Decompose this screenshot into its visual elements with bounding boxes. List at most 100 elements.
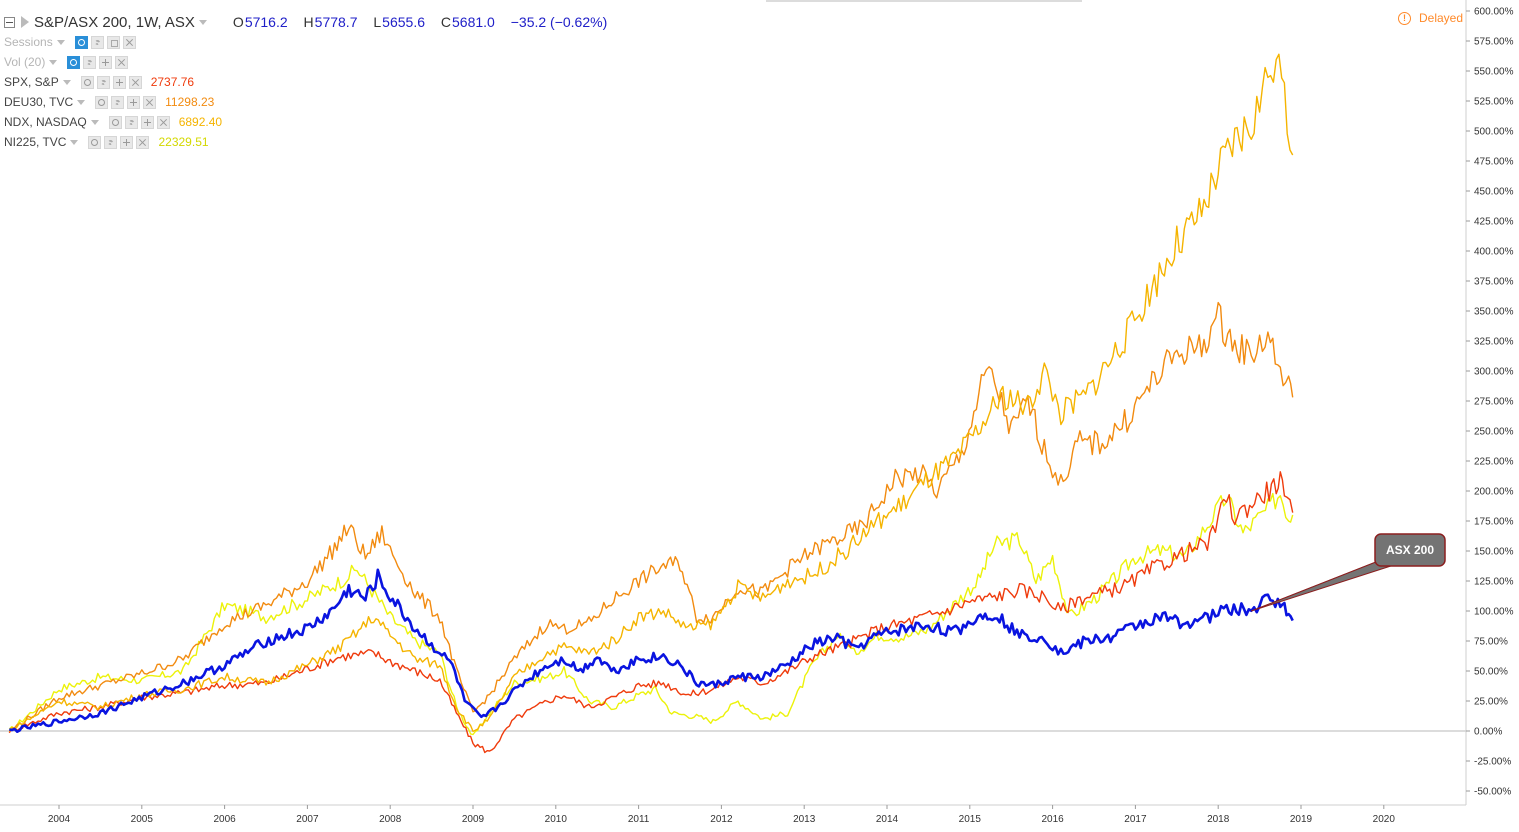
compare-row-ndx: NDX, NASDAQ 6892.40 bbox=[4, 112, 613, 132]
y-tick-label: 350.00% bbox=[1474, 307, 1514, 318]
eye-icon[interactable] bbox=[67, 55, 81, 69]
compare-row-spx: SPX, S&P 2737.76 bbox=[4, 72, 613, 92]
close-key: C bbox=[440, 14, 452, 30]
series-line-spx bbox=[8, 471, 1294, 754]
x-axis[interactable]: 2004 2005 2006 2007 2008 2009 2010 2011 2012 2013… bbox=[48, 805, 1395, 825]
open-key: O bbox=[232, 14, 244, 30]
callout-pointer bbox=[1251, 559, 1399, 612]
series-line-ndx bbox=[8, 53, 1294, 733]
gear-icon[interactable] bbox=[90, 35, 104, 49]
chevron-down-icon[interactable] bbox=[90, 119, 99, 125]
x-tick-label: 2010 bbox=[545, 814, 568, 825]
y-tick-label: 300.00% bbox=[1474, 367, 1514, 378]
x-tick-label: 2013 bbox=[793, 814, 816, 825]
gear-icon[interactable] bbox=[111, 95, 125, 109]
y-tick-label: 200.00% bbox=[1474, 487, 1514, 498]
y-tick-label: 400.00% bbox=[1474, 247, 1514, 258]
chevron-down-icon[interactable] bbox=[198, 19, 207, 25]
y-tick-label: 0.00% bbox=[1474, 727, 1502, 738]
add-icon[interactable] bbox=[120, 135, 134, 149]
study-label[interactable]: Vol (20) bbox=[4, 55, 46, 69]
x-tick-label: 2019 bbox=[1290, 814, 1313, 825]
add-icon[interactable] bbox=[112, 75, 126, 89]
y-tick-label: 150.00% bbox=[1474, 547, 1514, 558]
compare-value: 6892.40 bbox=[178, 115, 223, 129]
y-tick-label: 450.00% bbox=[1474, 187, 1514, 198]
y-tick-label: -25.00% bbox=[1474, 757, 1511, 768]
y-tick-label: 475.00% bbox=[1474, 157, 1514, 168]
x-tick-label: 2004 bbox=[48, 814, 71, 825]
source-code-icon[interactable] bbox=[106, 35, 120, 49]
compare-label[interactable]: NI225, TVC bbox=[4, 135, 67, 149]
y-tick-label: 75.00% bbox=[1474, 637, 1508, 648]
compare-value: 11298.23 bbox=[165, 95, 215, 109]
delayed-indicator[interactable]: ! Delayed bbox=[1398, 11, 1463, 25]
compare-label[interactable]: SPX, S&P bbox=[4, 75, 59, 89]
gear-icon[interactable] bbox=[104, 135, 118, 149]
compare-label[interactable]: DEU30, TVC bbox=[4, 95, 74, 109]
open-value: 5716.2 bbox=[244, 14, 288, 30]
y-tick-label: 575.00% bbox=[1474, 37, 1514, 48]
y-tick-label: 425.00% bbox=[1474, 217, 1514, 228]
add-icon[interactable] bbox=[140, 115, 154, 129]
callout-box[interactable] bbox=[1374, 533, 1446, 567]
study-row-volume: Vol (20) bbox=[4, 52, 613, 72]
y-tick-label: 375.00% bbox=[1474, 277, 1514, 288]
symbol-title[interactable]: S&P/ASX 200, 1W, ASX bbox=[34, 13, 195, 31]
x-tick-label: 2007 bbox=[296, 814, 319, 825]
y-tick-label: 100.00% bbox=[1474, 607, 1514, 618]
close-icon[interactable] bbox=[156, 115, 170, 129]
add-icon[interactable] bbox=[99, 55, 113, 69]
eye-icon[interactable] bbox=[108, 115, 122, 129]
flag-icon[interactable] bbox=[21, 16, 29, 28]
low-value: 5655.6 bbox=[382, 14, 425, 30]
series-line-ni bbox=[8, 492, 1294, 736]
add-icon[interactable] bbox=[127, 95, 141, 109]
study-label[interactable]: Sessions bbox=[4, 35, 53, 49]
y-tick-label: 175.00% bbox=[1474, 517, 1514, 528]
x-tick-label: 2017 bbox=[1124, 814, 1147, 825]
gear-icon[interactable] bbox=[83, 55, 97, 69]
close-value: 5681.0 bbox=[452, 14, 495, 30]
y-tick-label: 25.00% bbox=[1474, 697, 1508, 708]
compare-row-deu30: DEU30, TVC 11298.23 bbox=[4, 92, 613, 112]
compare-row-ni225: NI225, TVC 22329.51 bbox=[4, 132, 613, 152]
high-value: 5778.7 bbox=[314, 14, 358, 30]
close-icon[interactable] bbox=[115, 55, 129, 69]
low-key: L bbox=[373, 14, 382, 30]
eye-icon[interactable] bbox=[80, 75, 94, 89]
chevron-down-icon[interactable] bbox=[49, 59, 58, 65]
gear-icon[interactable] bbox=[96, 75, 110, 89]
y-axis[interactable]: 600.00% 575.00% 550.00% 525.00% 500.00% 475.0… bbox=[1466, 7, 1514, 798]
high-key: H bbox=[303, 14, 314, 30]
x-tick-label: 2006 bbox=[213, 814, 236, 825]
collapse-icon[interactable] bbox=[4, 16, 15, 28]
change-value: −35.2 (−0.62%) bbox=[510, 14, 608, 30]
close-icon[interactable] bbox=[143, 95, 157, 109]
eye-icon[interactable] bbox=[74, 35, 88, 49]
close-icon[interactable] bbox=[136, 135, 150, 149]
y-tick-label: 600.00% bbox=[1474, 7, 1514, 18]
close-icon[interactable] bbox=[128, 75, 142, 89]
series-layer bbox=[8, 53, 1294, 754]
chevron-down-icon[interactable] bbox=[70, 139, 79, 145]
y-tick-label: 325.00% bbox=[1474, 337, 1514, 348]
x-tick-label: 2014 bbox=[876, 814, 899, 825]
chevron-down-icon[interactable] bbox=[56, 39, 65, 45]
eye-icon[interactable] bbox=[95, 95, 109, 109]
compare-label[interactable]: NDX, NASDAQ bbox=[4, 115, 87, 129]
main-series-row: S&P/ASX 200, 1W, ASX O5716.2 H5778.7 L56… bbox=[4, 12, 613, 32]
gear-icon[interactable] bbox=[124, 115, 138, 129]
close-icon[interactable] bbox=[122, 35, 136, 49]
top-scroll-indicator[interactable] bbox=[766, 0, 1082, 2]
asx-callout[interactable]: ASX 200 bbox=[1251, 533, 1446, 612]
chevron-down-icon[interactable] bbox=[77, 99, 86, 105]
x-tick-label: 2011 bbox=[628, 814, 650, 825]
eye-icon[interactable] bbox=[88, 135, 102, 149]
y-tick-label: -50.00% bbox=[1474, 787, 1511, 798]
ohlc-values: O5716.2 H5778.7 L5655.6 C5681.0 −35.2 (−… bbox=[233, 14, 613, 30]
x-tick-label: 2012 bbox=[710, 814, 733, 825]
delayed-label: Delayed bbox=[1419, 11, 1464, 25]
chevron-down-icon[interactable] bbox=[62, 79, 71, 85]
